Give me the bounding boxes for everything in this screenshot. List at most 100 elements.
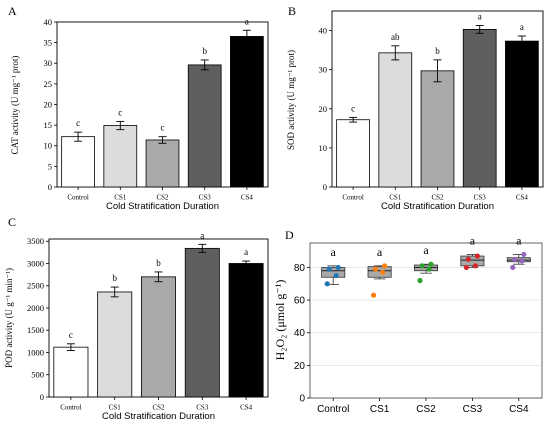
significance-letter: a (478, 11, 482, 21)
x-tick-label: Control (67, 194, 88, 202)
bar (336, 119, 370, 188)
x-tick-label: CS1 (370, 404, 390, 415)
significance-letter: a (331, 245, 337, 259)
y-tick-label: 2000 (27, 303, 44, 313)
data-point (463, 264, 469, 271)
panel-letter: D (285, 228, 294, 242)
significance-letter: a (516, 233, 522, 247)
x-axis-label: Cold Stratification Duration (381, 201, 494, 212)
significance-letter: b (156, 258, 161, 268)
x-tick-label: Control (317, 404, 349, 415)
data-point (472, 263, 478, 269)
y-axis-label: CAT activity (U mg⁻¹ prot) (10, 56, 20, 155)
bar (184, 247, 220, 398)
y-tick-label: 0 (299, 394, 305, 405)
data-point (417, 277, 423, 284)
y-tick-label: 60 (294, 296, 306, 307)
bar (505, 40, 539, 188)
data-point (380, 269, 386, 275)
significance-letter: b (202, 46, 207, 56)
significance-letter: c (351, 103, 355, 113)
x-tick-label: CS1 (109, 404, 122, 412)
significance-letter: a (245, 16, 249, 26)
x-tick-label: CS1 (389, 194, 402, 202)
significance-letter: a (423, 243, 429, 257)
data-point (474, 253, 480, 259)
x-tick-label: CS2 (416, 404, 436, 415)
panel-D: D 0 20 40 60 80 Control CS1 CS2 CS3 CS4 H₂O₂ (μmol … (273, 228, 543, 415)
x-tick-label: CS4 (516, 194, 529, 202)
box (460, 255, 485, 267)
y-tick-label: 5 (48, 161, 52, 171)
box (321, 267, 346, 278)
y-tick-label: 1000 (27, 347, 44, 357)
significance-letter: b (112, 273, 117, 283)
y-tick-label: 30 (44, 58, 53, 68)
y-tick-label: 10 (319, 143, 328, 153)
significance-letter: a (377, 245, 383, 259)
y-tick-label: 25 (44, 79, 53, 89)
y-tick-label: 1500 (27, 325, 44, 335)
significance-letter: c (161, 123, 165, 133)
panel-B: B 0 10 20 30 40 Control CS1 CS2 CS3 CS4 Cold Strati… (286, 4, 544, 212)
data-point (521, 251, 527, 258)
x-axis-label: Cold Stratification Duration (106, 201, 219, 212)
panel-letter: A (8, 4, 17, 18)
bar (61, 136, 95, 188)
bar (230, 36, 264, 188)
data-point (519, 258, 525, 264)
data-point (326, 266, 332, 272)
y-tick-label: 20 (294, 361, 306, 372)
data-point (426, 266, 432, 272)
significance-letter: b (435, 46, 440, 56)
significance-letter: c (69, 330, 73, 340)
bar (97, 291, 133, 398)
significance-letter: a (520, 22, 524, 32)
data-point (371, 292, 377, 298)
data-point (333, 273, 339, 279)
y-tick-label: 40 (44, 17, 53, 27)
x-tick-label: CS3 (474, 194, 487, 202)
data-point (373, 266, 379, 272)
significance-letter: c (118, 107, 122, 117)
significance-letter: c (76, 118, 80, 128)
bar (53, 346, 89, 398)
x-tick-label: CS4 (240, 404, 253, 412)
x-tick-label: CS4 (241, 194, 254, 202)
data-point (465, 256, 471, 262)
y-tick-label: 3000 (27, 258, 44, 268)
data-point (419, 263, 425, 269)
y-tick-label: 15 (44, 120, 53, 130)
bar (420, 70, 455, 188)
y-axis-label: POD activity (U g⁻¹ min⁻¹) (4, 268, 14, 368)
x-tick-label: CS3 (196, 404, 209, 412)
y-tick-label: 40 (319, 26, 328, 36)
significance-letter: ab (391, 32, 400, 42)
y-tick-label: 35 (44, 38, 53, 48)
significance-letter: a (470, 233, 476, 247)
significance-letter: a (200, 230, 204, 240)
x-tick-label: Control (342, 194, 363, 202)
bar (145, 139, 180, 188)
bar (462, 28, 497, 188)
x-axis-label: Cold Stratification Duration (102, 411, 215, 422)
panel-letter: B (288, 4, 296, 18)
y-axis-label: SOD activity (U mg⁻¹ prot) (286, 50, 296, 150)
y-axis-label: H₂O₂ (μmol g⁻¹) (273, 280, 287, 361)
data-point (510, 264, 516, 271)
x-tick-label: CS2 (431, 194, 444, 202)
y-tick-label: 500 (31, 370, 44, 380)
bar (228, 263, 264, 398)
panel-letter: C (8, 215, 16, 229)
y-tick-label: 2500 (27, 281, 44, 291)
y-tick-label: 20 (44, 99, 53, 109)
panel-A: A 0 5 10 15 20 25 30 35 40 Control CS1 CS2 CS3 CS4 Cold… (8, 4, 269, 212)
bar (141, 276, 176, 398)
x-tick-label: CS2 (152, 404, 165, 412)
x-tick-label: CS3 (199, 194, 212, 202)
significance-letter: a (244, 247, 248, 257)
y-tick-label: 0 (40, 392, 44, 402)
data-point (382, 263, 388, 269)
